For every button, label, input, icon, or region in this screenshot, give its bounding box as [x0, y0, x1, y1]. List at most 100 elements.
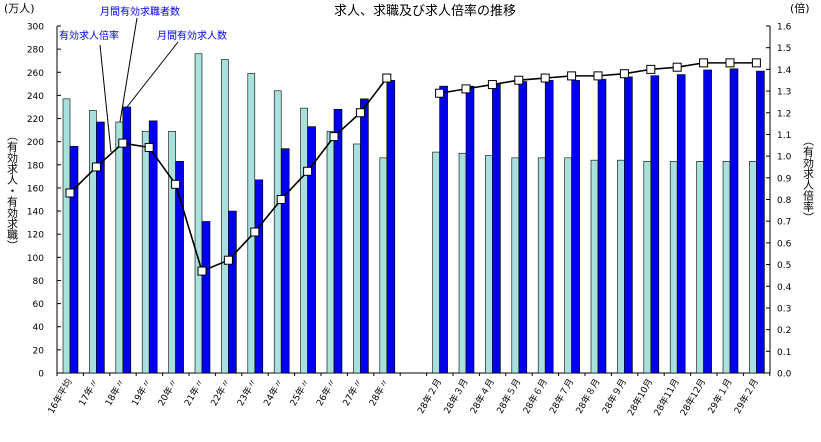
legend-leader-ratio — [99, 44, 112, 153]
bar-seekers — [379, 157, 388, 374]
right-tick-label: 0.6 — [777, 239, 792, 249]
legend-leader-openings — [126, 41, 179, 108]
bar-seekers — [273, 90, 282, 374]
x-tick-label: 28年10月 — [625, 377, 656, 418]
bar-openings — [650, 75, 660, 374]
x-tick-label: 27年〃 — [340, 377, 365, 409]
bar-openings — [333, 108, 343, 374]
ratio-marker — [382, 73, 392, 83]
bar-openings — [254, 179, 264, 374]
bar-openings — [676, 74, 686, 374]
bar-openings — [360, 98, 369, 374]
x-tick-label: 22年〃 — [208, 377, 233, 409]
bar-openings — [703, 69, 712, 374]
bar-openings — [544, 80, 554, 374]
ratio-marker — [197, 266, 207, 276]
bar-seekers — [511, 157, 520, 374]
x-tick-label: 25年〃 — [287, 377, 312, 409]
bar-seekers — [168, 130, 176, 374]
chart-title: 求人、求職及び求人倍率の推移 — [334, 3, 516, 19]
bar-seekers — [485, 155, 493, 374]
x-tick-label: 28年８月 — [573, 377, 603, 416]
bar-openings — [175, 161, 184, 374]
x-tick-label: 17年〃 — [76, 377, 101, 409]
left-tick-label: 120 — [27, 231, 44, 241]
left-tick-label: 240 — [27, 92, 44, 102]
ratio-marker — [461, 84, 471, 94]
ratio-marker — [118, 138, 128, 148]
x-tick-label: 28年〃 — [366, 377, 391, 409]
right-tick-label: 1.2 — [777, 109, 791, 119]
x-tick-label: 29年１月 — [705, 377, 735, 416]
right-tick-label: 0.8 — [777, 196, 792, 206]
ratio-marker — [435, 88, 445, 98]
ratio-marker — [355, 108, 365, 118]
x-tick-label: 23年〃 — [234, 377, 259, 409]
bar-openings — [96, 121, 105, 374]
bar-seekers — [141, 130, 150, 374]
left-tick-label: 140 — [27, 208, 44, 218]
bar-openings — [518, 81, 528, 374]
bar-openings — [756, 70, 765, 374]
left-tick-label: 200 — [27, 138, 44, 148]
bar-seekers — [221, 59, 229, 374]
ratio-marker — [487, 80, 497, 90]
bar-seekers — [300, 107, 308, 374]
bar-seekers — [564, 157, 572, 374]
x-tick-label: 28年２月 — [415, 377, 445, 416]
bar-openings — [307, 126, 316, 374]
x-tick-label: 24年〃 — [261, 377, 286, 409]
left-axis-title: （有効求人・有効求職） — [6, 130, 19, 251]
right-tick-label: 0.1 — [777, 348, 791, 358]
right-axis-title: （有効求人倍率） — [802, 135, 815, 223]
bar-openings — [597, 78, 607, 374]
x-tick-label: 28年９月 — [599, 377, 629, 416]
left-tick-label: 260 — [27, 69, 44, 79]
x-tick-label: 28年11月 — [651, 377, 682, 418]
ratio-marker — [144, 142, 154, 152]
right-tick-label: 1.0 — [777, 153, 792, 163]
ratio-marker — [593, 71, 603, 81]
ratio-marker — [672, 62, 682, 72]
x-tick-label: 28年７月 — [547, 377, 577, 416]
left-unit-label: (万人) — [4, 2, 35, 15]
bar-openings — [624, 76, 633, 374]
bar-seekers — [247, 73, 256, 374]
ratio-marker — [171, 179, 181, 189]
ratio-marker — [91, 162, 101, 172]
bar-openings — [465, 85, 475, 374]
ratio-marker — [646, 64, 656, 74]
legend-leader-seekers — [119, 17, 138, 123]
bar-openings — [492, 83, 501, 374]
bar-seekers — [458, 152, 467, 374]
left-tick-label: 180 — [27, 161, 44, 171]
left-tick-label: 20 — [33, 346, 45, 356]
x-tick-label: 20年〃 — [155, 377, 180, 409]
bar-openings — [69, 145, 79, 374]
bar-openings — [148, 120, 158, 374]
bar-seekers — [643, 161, 652, 374]
bar-seekers — [326, 130, 335, 374]
legend-seekers: 月間有効求職者数 — [100, 5, 180, 18]
left-tick-label: 0 — [38, 370, 44, 380]
bars — [62, 53, 765, 374]
ratio-marker — [276, 195, 286, 204]
bar-seekers — [353, 143, 361, 374]
bar-seekers — [194, 53, 203, 374]
ratio-marker — [567, 71, 577, 81]
ratio-marker — [619, 69, 629, 79]
right-tick-label: 1.1 — [777, 131, 791, 141]
ratio-marker — [329, 132, 339, 142]
ratio-marker — [699, 58, 709, 68]
x-tick-label: 28年３月 — [441, 377, 471, 416]
ratio-marker — [751, 58, 761, 68]
left-tick-label: 280 — [27, 46, 44, 56]
legend-ratio: 有効求人倍率 — [59, 29, 119, 42]
left-tick-label: 220 — [27, 115, 44, 125]
bar-openings — [280, 148, 290, 374]
bar-openings — [201, 221, 211, 374]
bar-seekers — [749, 161, 757, 374]
x-tick-label: 16年平均 — [45, 377, 75, 416]
legend-openings: 月間有効求人数 — [157, 29, 227, 42]
